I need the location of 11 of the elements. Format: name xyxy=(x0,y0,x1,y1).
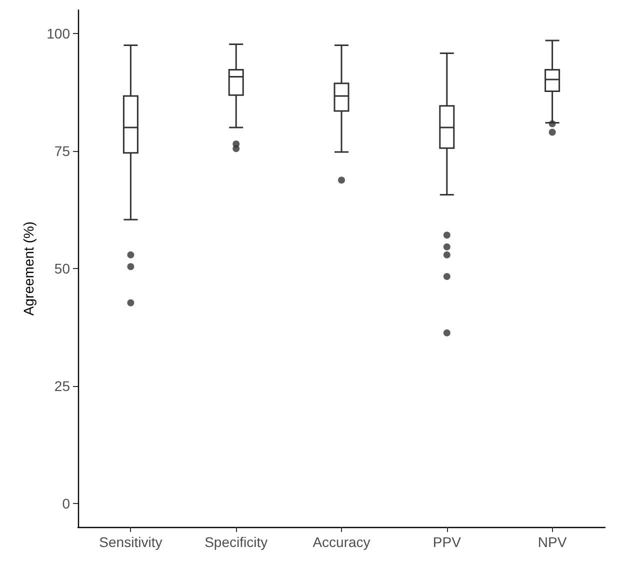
y-tick-label: 100 xyxy=(46,26,70,42)
y-axis-title: Agreement (%) xyxy=(20,221,37,316)
x-tick-label: Specificity xyxy=(204,534,268,550)
x-tick-label: PPV xyxy=(432,534,462,550)
x-tick-label: NPV xyxy=(538,534,568,550)
y-tick-label: 50 xyxy=(54,260,70,276)
y-tick-label: 25 xyxy=(54,378,70,394)
x-tick-label: Accuracy xyxy=(312,534,370,550)
y-tick-label: 0 xyxy=(62,496,70,512)
x-tick-label: Sensitivity xyxy=(99,534,162,550)
y-tick-label: 75 xyxy=(54,143,70,159)
